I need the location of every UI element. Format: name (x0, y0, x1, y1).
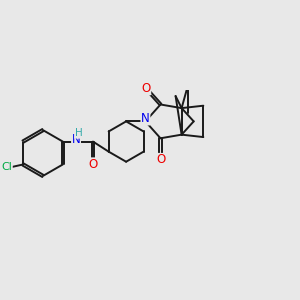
Text: O: O (141, 82, 151, 95)
Text: H: H (75, 128, 82, 138)
Text: O: O (156, 154, 165, 166)
Text: O: O (88, 158, 98, 171)
Text: N: N (72, 133, 80, 146)
Text: N: N (141, 112, 150, 125)
Text: Cl: Cl (1, 162, 12, 172)
